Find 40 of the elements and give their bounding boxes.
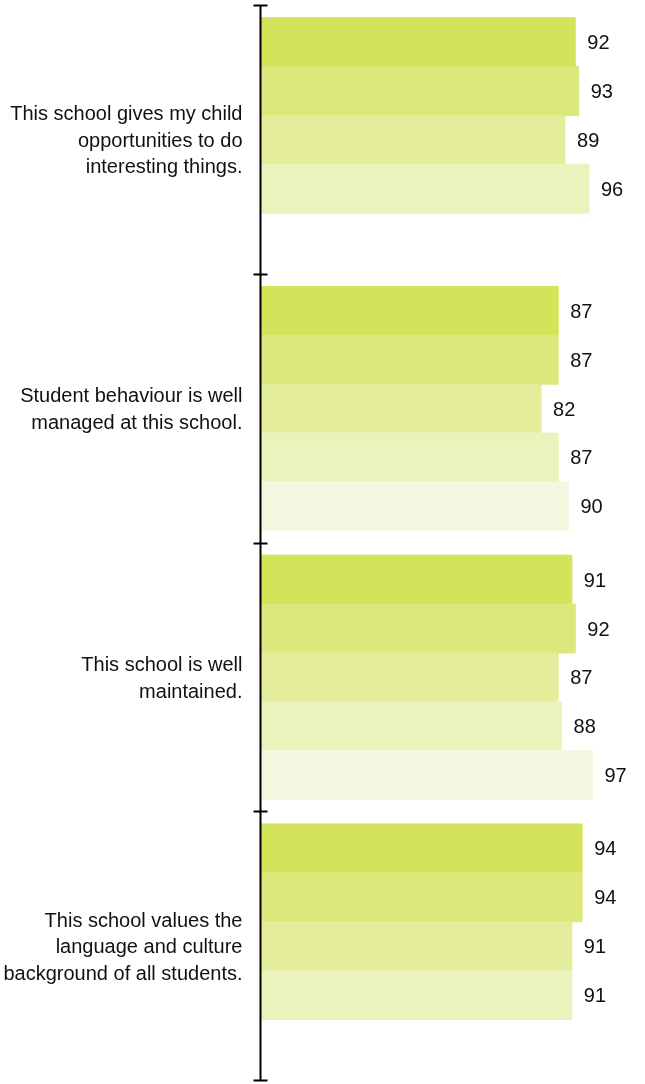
data-label: 87 [570, 446, 593, 469]
bar [260, 872, 583, 923]
data-label: 91 [583, 983, 607, 1006]
data-label: 97 [604, 764, 627, 787]
data-label: 92 [587, 617, 610, 640]
data-label: 91 [583, 568, 607, 591]
y-tick-label: This school values the language and culture background of all students. [3, 908, 243, 984]
data-label: 93 [590, 80, 613, 103]
bar [260, 383, 542, 434]
data-label: 87 [570, 299, 593, 322]
bar [260, 285, 559, 336]
bar [260, 334, 559, 385]
bar [260, 163, 590, 214]
bar [260, 823, 583, 874]
y-tick-label: Student behaviour is well managed at this school. [20, 384, 243, 433]
data-label: 82 [553, 397, 576, 420]
data-label: 96 [600, 177, 624, 200]
bar [260, 970, 573, 1020]
data-label: 91 [583, 935, 607, 958]
data-label: 87 [570, 348, 593, 371]
bar [260, 554, 573, 605]
data-label: 90 [580, 495, 603, 518]
data-label: 94 [594, 837, 617, 860]
data-label: 94 [594, 886, 617, 909]
data-label: 92 [587, 31, 610, 54]
bar [260, 66, 580, 116]
bar [260, 17, 576, 68]
data-label: 88 [573, 715, 596, 738]
bar [260, 701, 563, 752]
bar [260, 481, 569, 532]
data-label: 87 [570, 666, 593, 689]
bar [260, 750, 593, 801]
bar [260, 114, 566, 165]
y-tick-label: This school is well maintained. [81, 653, 243, 702]
bar [260, 652, 559, 703]
bar [260, 603, 576, 654]
bar [260, 432, 559, 483]
bar [260, 921, 573, 972]
y-tick-label: This school gives my child opportunities to do interesting things. [10, 102, 243, 178]
data-label: 89 [577, 128, 600, 151]
